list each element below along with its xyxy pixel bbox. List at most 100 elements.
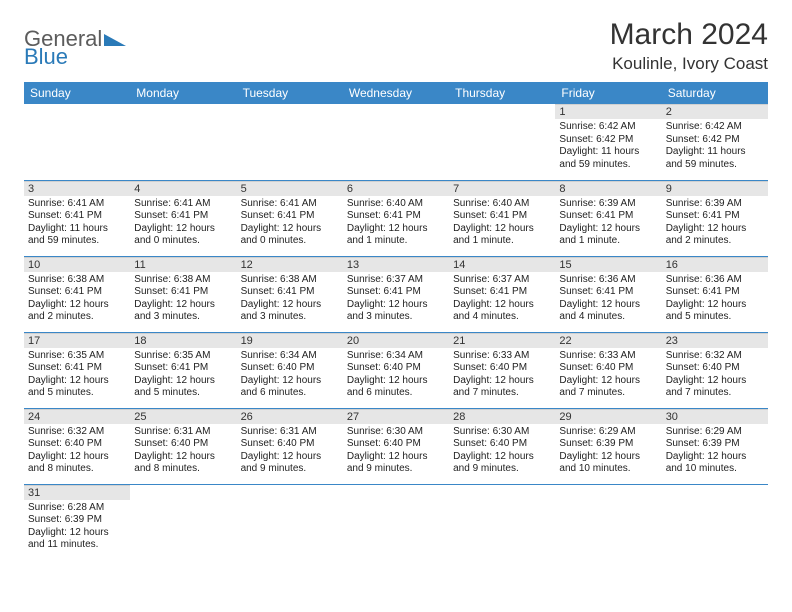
day-number: 11: [130, 257, 236, 272]
sunrise-text: Sunrise: 6:29 AM: [559, 426, 657, 439]
day-cell: 8Sunrise: 6:39 AMSunset: 6:41 PMDaylight…: [555, 180, 661, 256]
day-details: Sunrise: 6:40 AMSunset: 6:41 PMDaylight:…: [343, 196, 449, 250]
day-number: 26: [237, 409, 343, 424]
sunrise-text: Sunrise: 6:35 AM: [134, 350, 232, 363]
day-cell: 28Sunrise: 6:30 AMSunset: 6:40 PMDayligh…: [449, 408, 555, 484]
sunrise-text: Sunrise: 6:41 AM: [241, 198, 339, 211]
daylight-text: Daylight: 12 hours and 4 minutes.: [559, 299, 657, 324]
daylight-text: Daylight: 12 hours and 10 minutes.: [559, 451, 657, 476]
day-details: Sunrise: 6:32 AMSunset: 6:40 PMDaylight:…: [24, 424, 130, 478]
sunset-text: Sunset: 6:41 PM: [559, 286, 657, 299]
sunset-text: Sunset: 6:42 PM: [666, 134, 764, 147]
sunrise-text: Sunrise: 6:34 AM: [241, 350, 339, 363]
sunset-text: Sunset: 6:40 PM: [241, 438, 339, 451]
day-cell: 17Sunrise: 6:35 AMSunset: 6:41 PMDayligh…: [24, 332, 130, 408]
day-number: 8: [555, 181, 661, 196]
sunset-text: Sunset: 6:40 PM: [134, 438, 232, 451]
week-row: 10Sunrise: 6:38 AMSunset: 6:41 PMDayligh…: [24, 256, 768, 332]
day-cell: 15Sunrise: 6:36 AMSunset: 6:41 PMDayligh…: [555, 256, 661, 332]
sunrise-text: Sunrise: 6:38 AM: [241, 274, 339, 287]
sunset-text: Sunset: 6:41 PM: [28, 286, 126, 299]
day-cell: 10Sunrise: 6:38 AMSunset: 6:41 PMDayligh…: [24, 256, 130, 332]
sunset-text: Sunset: 6:41 PM: [134, 210, 232, 223]
day-header: Saturday: [662, 82, 768, 104]
day-cell: 12Sunrise: 6:38 AMSunset: 6:41 PMDayligh…: [237, 256, 343, 332]
day-cell: 7Sunrise: 6:40 AMSunset: 6:41 PMDaylight…: [449, 180, 555, 256]
day-cell: 3Sunrise: 6:41 AMSunset: 6:41 PMDaylight…: [24, 180, 130, 256]
sunrise-text: Sunrise: 6:31 AM: [241, 426, 339, 439]
day-details: Sunrise: 6:33 AMSunset: 6:40 PMDaylight:…: [555, 348, 661, 402]
day-header-row: SundayMondayTuesdayWednesdayThursdayFrid…: [24, 82, 768, 104]
day-cell: 29Sunrise: 6:29 AMSunset: 6:39 PMDayligh…: [555, 408, 661, 484]
day-details: Sunrise: 6:42 AMSunset: 6:42 PMDaylight:…: [662, 119, 768, 173]
day-header: Sunday: [24, 82, 130, 104]
daylight-text: Daylight: 12 hours and 3 minutes.: [347, 299, 445, 324]
day-cell: [343, 484, 449, 560]
day-header: Tuesday: [237, 82, 343, 104]
day-details: Sunrise: 6:29 AMSunset: 6:39 PMDaylight:…: [662, 424, 768, 478]
day-header: Thursday: [449, 82, 555, 104]
sunset-text: Sunset: 6:40 PM: [666, 362, 764, 375]
day-number: 21: [449, 333, 555, 348]
daylight-text: Daylight: 12 hours and 0 minutes.: [134, 223, 232, 248]
day-cell: [449, 484, 555, 560]
daylight-text: Daylight: 12 hours and 9 minutes.: [347, 451, 445, 476]
day-cell: [662, 484, 768, 560]
sunset-text: Sunset: 6:41 PM: [134, 362, 232, 375]
day-number: 19: [237, 333, 343, 348]
day-number: 15: [555, 257, 661, 272]
day-number: 7: [449, 181, 555, 196]
sunset-text: Sunset: 6:42 PM: [559, 134, 657, 147]
sunset-text: Sunset: 6:41 PM: [134, 286, 232, 299]
daylight-text: Daylight: 12 hours and 1 minute.: [453, 223, 551, 248]
daylight-text: Daylight: 12 hours and 10 minutes.: [666, 451, 764, 476]
sunrise-text: Sunrise: 6:40 AM: [347, 198, 445, 211]
daylight-text: Daylight: 12 hours and 1 minute.: [559, 223, 657, 248]
day-number: 30: [662, 409, 768, 424]
day-number: 9: [662, 181, 768, 196]
daylight-text: Daylight: 12 hours and 8 minutes.: [28, 451, 126, 476]
sunset-text: Sunset: 6:39 PM: [666, 438, 764, 451]
day-cell: 2Sunrise: 6:42 AMSunset: 6:42 PMDaylight…: [662, 104, 768, 180]
day-number: 31: [24, 485, 130, 500]
sunset-text: Sunset: 6:41 PM: [28, 362, 126, 375]
sunrise-text: Sunrise: 6:33 AM: [559, 350, 657, 363]
day-cell: [555, 484, 661, 560]
sunset-text: Sunset: 6:39 PM: [28, 514, 126, 527]
day-details: Sunrise: 6:39 AMSunset: 6:41 PMDaylight:…: [662, 196, 768, 250]
day-number: 25: [130, 409, 236, 424]
sunset-text: Sunset: 6:41 PM: [666, 286, 764, 299]
sunrise-text: Sunrise: 6:33 AM: [453, 350, 551, 363]
daylight-text: Daylight: 12 hours and 5 minutes.: [28, 375, 126, 400]
day-header: Friday: [555, 82, 661, 104]
day-cell: 18Sunrise: 6:35 AMSunset: 6:41 PMDayligh…: [130, 332, 236, 408]
day-details: Sunrise: 6:30 AMSunset: 6:40 PMDaylight:…: [343, 424, 449, 478]
day-number: 10: [24, 257, 130, 272]
sunrise-text: Sunrise: 6:34 AM: [347, 350, 445, 363]
sunrise-text: Sunrise: 6:39 AM: [666, 198, 764, 211]
day-details: Sunrise: 6:28 AMSunset: 6:39 PMDaylight:…: [24, 500, 130, 554]
day-details: Sunrise: 6:36 AMSunset: 6:41 PMDaylight:…: [555, 272, 661, 326]
day-cell: 22Sunrise: 6:33 AMSunset: 6:40 PMDayligh…: [555, 332, 661, 408]
sunset-text: Sunset: 6:39 PM: [559, 438, 657, 451]
sunset-text: Sunset: 6:41 PM: [28, 210, 126, 223]
sunset-text: Sunset: 6:40 PM: [347, 362, 445, 375]
sunrise-text: Sunrise: 6:42 AM: [559, 121, 657, 134]
week-row: 24Sunrise: 6:32 AMSunset: 6:40 PMDayligh…: [24, 408, 768, 484]
sunset-text: Sunset: 6:41 PM: [453, 210, 551, 223]
day-number: 6: [343, 181, 449, 196]
daylight-text: Daylight: 11 hours and 59 minutes.: [559, 146, 657, 171]
sunrise-text: Sunrise: 6:29 AM: [666, 426, 764, 439]
header: General March 2024 Koulinle, Ivory Coast: [24, 18, 768, 74]
day-cell: 30Sunrise: 6:29 AMSunset: 6:39 PMDayligh…: [662, 408, 768, 484]
day-number: 17: [24, 333, 130, 348]
day-details: Sunrise: 6:37 AMSunset: 6:41 PMDaylight:…: [449, 272, 555, 326]
day-cell: 11Sunrise: 6:38 AMSunset: 6:41 PMDayligh…: [130, 256, 236, 332]
day-cell: 27Sunrise: 6:30 AMSunset: 6:40 PMDayligh…: [343, 408, 449, 484]
day-details: Sunrise: 6:38 AMSunset: 6:41 PMDaylight:…: [24, 272, 130, 326]
day-number: 20: [343, 333, 449, 348]
day-cell: 31Sunrise: 6:28 AMSunset: 6:39 PMDayligh…: [24, 484, 130, 560]
day-cell: 4Sunrise: 6:41 AMSunset: 6:41 PMDaylight…: [130, 180, 236, 256]
sunrise-text: Sunrise: 6:38 AM: [134, 274, 232, 287]
day-cell: 24Sunrise: 6:32 AMSunset: 6:40 PMDayligh…: [24, 408, 130, 484]
